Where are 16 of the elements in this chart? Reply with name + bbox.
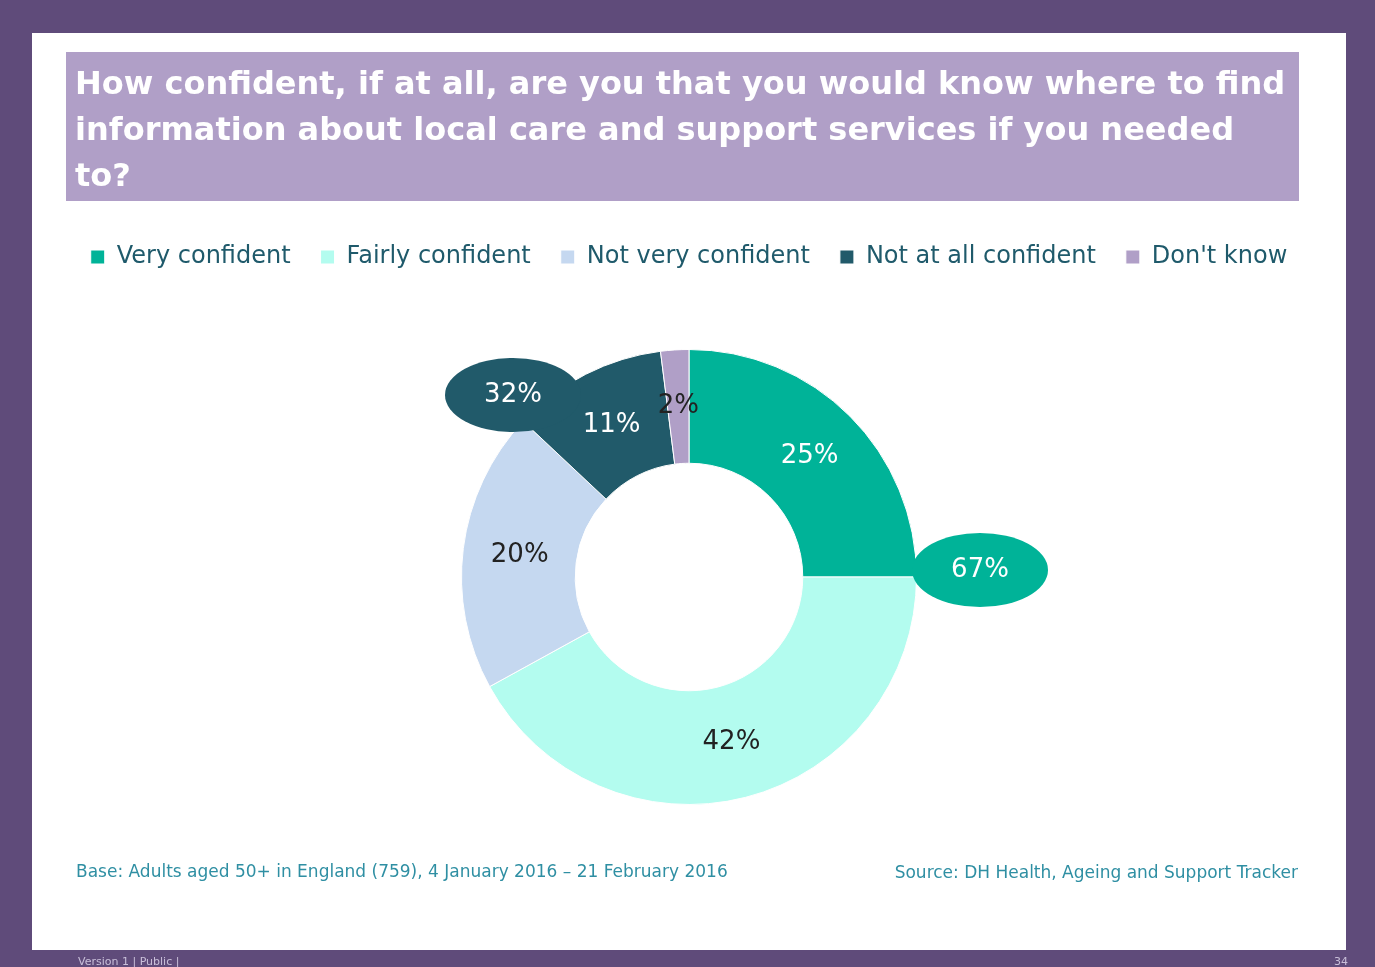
text: 32% bbox=[484, 377, 542, 408]
legend-label: Not very confident bbox=[586, 241, 810, 270]
text: Version 1 | Public | bbox=[78, 955, 180, 967]
legend-label: Fairly confident bbox=[346, 241, 531, 270]
text: 67% bbox=[951, 552, 1009, 583]
legend-label: Don't know bbox=[1151, 241, 1288, 270]
text: Base: Adults aged 50+ in England (759), 4 January 2016 – 21 February 2016 bbox=[76, 861, 728, 881]
legend-label: Not at all confident bbox=[865, 241, 1096, 270]
data-label: 11% bbox=[582, 407, 641, 438]
data-label: 25% bbox=[780, 439, 839, 470]
text: 34 bbox=[1334, 955, 1348, 967]
source-note: Source: DH Health, Ageing and Support Tracker bbox=[894, 862, 1298, 882]
chart-title: How confident, if at all, are you that you would know where to find information about local care and support services if you needed to? bbox=[66, 52, 1299, 201]
legend-label: Very confident bbox=[116, 241, 291, 270]
data-label: 20% bbox=[490, 538, 549, 569]
data-label: 42% bbox=[702, 725, 761, 756]
